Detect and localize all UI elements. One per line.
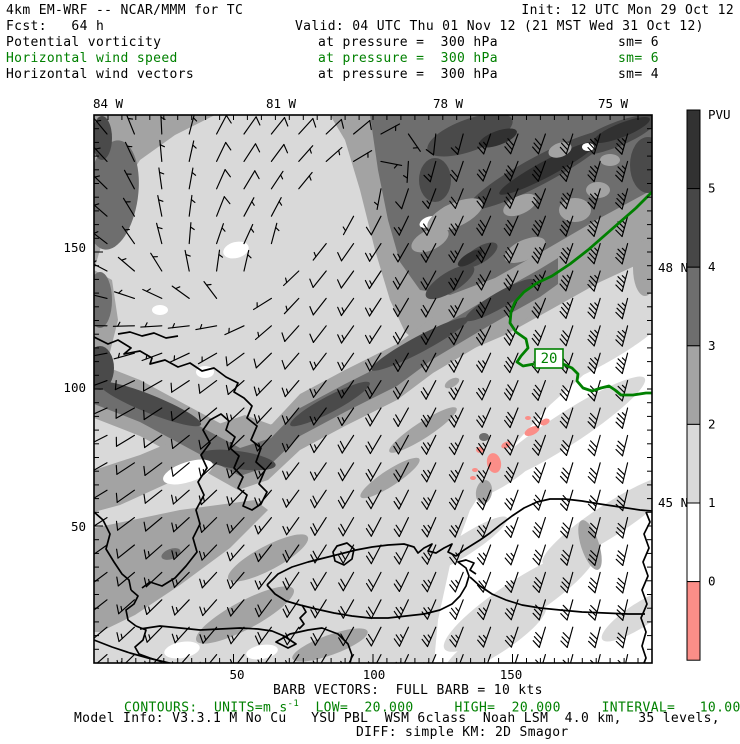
colorbar-tick: 1 bbox=[708, 495, 716, 510]
colorbar-tick: 3 bbox=[708, 338, 716, 353]
barb-legend: BARB VECTORS: FULL BARB = 10 kts bbox=[273, 683, 543, 698]
colorbar-tick: 5 bbox=[708, 181, 716, 196]
axis-tick-bottom: 150 bbox=[500, 667, 523, 682]
field-2-level: at pressure = 300 hPa bbox=[318, 51, 498, 66]
contour-value-label: 20 bbox=[541, 351, 558, 367]
init-time: Init: 12 UTC Mon 29 Oct 12 bbox=[521, 3, 734, 18]
model-title: 4km EM-WRF -- NCAR/MMM for TC bbox=[6, 3, 243, 18]
axis-tick-left: 150 bbox=[63, 240, 86, 255]
axis-tick-top: 84 W bbox=[93, 96, 124, 111]
field-3-smoothing: sm= 4 bbox=[618, 67, 659, 82]
valid-time: Valid: 04 UTC Thu 01 Nov 12 (21 MST Wed … bbox=[295, 19, 704, 34]
field-2-smoothing: sm= 6 bbox=[618, 51, 659, 66]
forecast-hour: Fcst: 64 h bbox=[6, 19, 104, 34]
field-1-name: Potential vorticity bbox=[6, 35, 161, 50]
axis-tick-left: 50 bbox=[71, 519, 86, 534]
colorbar-tick: 0 bbox=[708, 574, 716, 589]
axis-tick-top: 78 W bbox=[433, 96, 464, 111]
axis-tick-left: 100 bbox=[63, 380, 86, 395]
axis-tick-right: 45 N bbox=[658, 495, 688, 510]
field-1-smoothing: sm= 6 bbox=[618, 35, 659, 50]
axis-tick-bottom: 50 bbox=[229, 667, 244, 682]
field-3-name: Horizontal wind vectors bbox=[6, 67, 194, 82]
model-info: Model Info: V3.3.1 M No Cu YSU PBL WSM 6… bbox=[74, 711, 740, 726]
field-1-level: at pressure = 300 hPa bbox=[318, 35, 498, 50]
diffusion-info: DIFF: simple KM: 2D Smagor bbox=[356, 725, 569, 740]
colorbar-tick: 2 bbox=[708, 416, 716, 431]
colorbar-tick: 4 bbox=[708, 259, 716, 274]
field-2-name: Horizontal wind speed bbox=[6, 51, 178, 66]
axis-tick-top: 75 W bbox=[598, 96, 629, 111]
colorbar-title: PVU bbox=[708, 107, 731, 122]
pv-shading bbox=[79, 105, 686, 685]
axis-tick-top: 81 W bbox=[266, 96, 297, 111]
colorbar: PVU 5 4 3 2 1 0 bbox=[687, 107, 731, 660]
field-3-level: at pressure = 300 hPa bbox=[318, 67, 498, 82]
axis-tick-right: 48 N bbox=[658, 260, 688, 275]
axis-tick-bottom: 100 bbox=[363, 667, 386, 682]
